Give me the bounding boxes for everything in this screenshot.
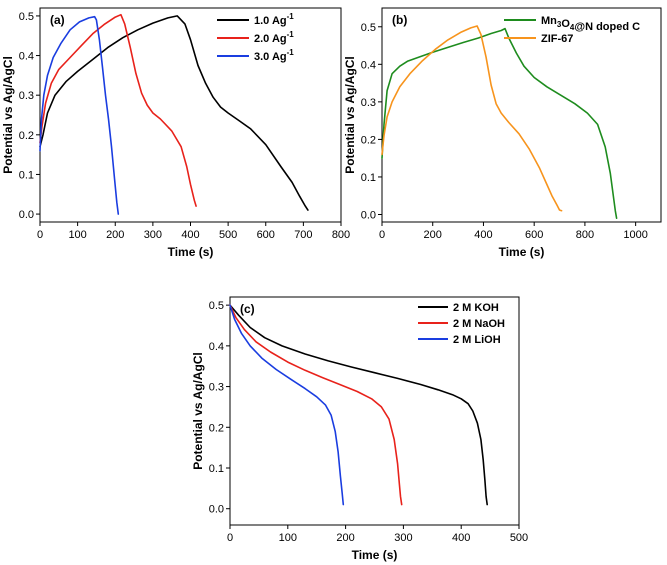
legend-entry-label: 3.0 Ag-1	[254, 48, 294, 63]
y-axis-label: Potential vs Ag/AgCl	[343, 56, 357, 174]
y-tick-label: 0.1	[361, 172, 376, 184]
series-line-2	[381, 25, 563, 212]
panel-label: (b)	[392, 13, 407, 27]
x-tick-label: 200	[336, 532, 354, 544]
y-tick-label: 0.3	[361, 97, 376, 109]
y-axis-label: Potential vs Ag/AgCl	[191, 352, 205, 470]
chart-panel-3: 0 100 200 300 400 500 0.0 0.1 0.2 0.3 0.4 0.5 Time (…	[191, 296, 528, 562]
x-tick-label: 400	[181, 229, 199, 241]
x-tick-label: 300	[144, 229, 162, 241]
y-tick-label: 0.5	[19, 11, 34, 23]
x-tick-label: 0	[227, 532, 233, 544]
y-tick-label: 0.1	[19, 169, 34, 181]
series-line-1	[381, 27, 618, 219]
y-tick-label: 0.0	[361, 209, 376, 221]
y-tick-label: 0.4	[209, 341, 224, 353]
series-line-1	[229, 304, 489, 506]
y-tick-label: 0.0	[19, 209, 34, 221]
legend-entry-label: ZIF-67	[541, 33, 573, 45]
x-tick-label: 100	[279, 532, 297, 544]
series-line-3	[229, 304, 345, 506]
x-tick-label: 600	[257, 229, 275, 241]
series-line-3	[39, 15, 120, 215]
y-tick-label: 0.5	[361, 22, 376, 34]
chart-panel-2: 0 200 400 600 800 1000 0.0 0.1 0.2 0.3 0.4 0.5 Time …	[343, 7, 662, 259]
x-axis-label: Time (s)	[168, 245, 214, 259]
x-axis-label: Time (s)	[499, 245, 545, 259]
y-tick-label: 0.3	[19, 90, 34, 102]
legend-entry-label: 1.0 Ag-1	[254, 12, 294, 27]
x-tick-label: 400	[452, 532, 470, 544]
series-line-2	[229, 304, 403, 506]
x-tick-label: 0	[379, 229, 385, 241]
y-tick-label: 0.4	[361, 59, 376, 71]
x-tick-label: 800	[576, 229, 594, 241]
x-tick-label: 100	[68, 229, 86, 241]
series-line-1	[39, 15, 309, 211]
x-tick-label: 200	[106, 229, 124, 241]
legend-entry-label: Mn3O4@N doped C	[541, 15, 640, 33]
y-tick-label: 0.2	[361, 134, 376, 146]
x-tick-label: 400	[474, 229, 492, 241]
panel-label: (c)	[240, 302, 255, 316]
series-line-2	[39, 13, 197, 207]
plot-frame	[229, 296, 520, 526]
legend-entry-label: 2 M NaOH	[453, 318, 505, 330]
y-tick-label: 0.0	[209, 504, 224, 516]
x-tick-label: 600	[525, 229, 543, 241]
plot-frame	[381, 7, 662, 223]
x-axis-label: Time (s)	[352, 548, 398, 562]
x-tick-label: 500	[219, 229, 237, 241]
y-tick-label: 0.4	[19, 51, 34, 63]
legend-entry-label: 2 M KOH	[453, 302, 499, 314]
y-tick-label: 0.3	[209, 382, 224, 394]
y-tick-label: 0.2	[19, 130, 34, 142]
y-tick-label: 0.5	[209, 300, 224, 312]
chart-panel-1: 0 100 200 300 400 500 600 700 800 0.0 0.1 0.2 0.3 0.4…	[1, 7, 350, 259]
y-tick-label: 0.2	[209, 422, 224, 434]
panel-label: (a)	[50, 13, 65, 27]
x-tick-label: 300	[394, 532, 412, 544]
y-axis-label: Potential vs Ag/AgCl	[1, 56, 15, 174]
x-tick-label: 500	[510, 532, 528, 544]
legend-entry-label: 2 M LiOH	[453, 334, 501, 346]
legend-entry-label: 2.0 Ag-1	[254, 30, 294, 45]
x-tick-label: 200	[424, 229, 442, 241]
x-tick-label: 800	[332, 229, 350, 241]
x-tick-label: 1000	[623, 229, 647, 241]
x-tick-label: 700	[294, 229, 312, 241]
y-tick-label: 0.1	[209, 463, 224, 475]
x-tick-label: 0	[37, 229, 43, 241]
